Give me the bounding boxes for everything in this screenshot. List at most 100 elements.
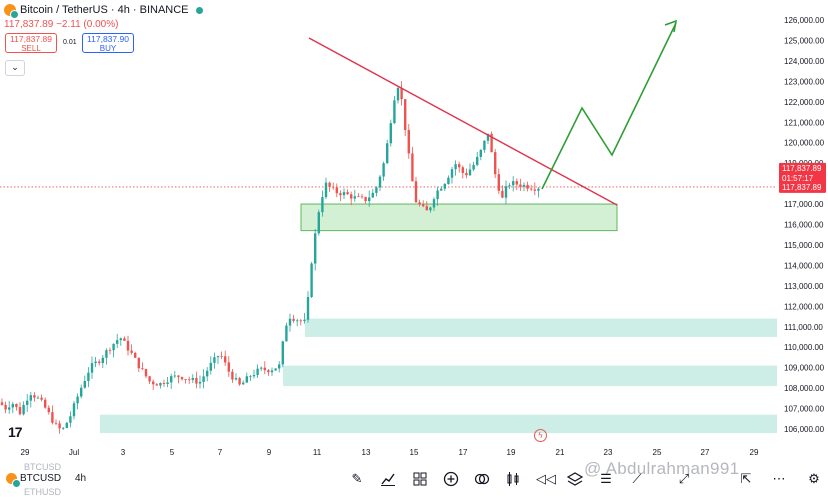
candle-body[interactable] xyxy=(389,123,392,144)
candles-icon[interactable] xyxy=(505,471,521,487)
candle-body[interactable] xyxy=(278,364,281,369)
candle-body[interactable] xyxy=(310,263,313,298)
candle-body[interactable] xyxy=(44,399,47,408)
candle-body[interactable] xyxy=(382,163,385,177)
candle-body[interactable] xyxy=(458,164,461,168)
candle-body[interactable] xyxy=(108,350,112,351)
candle-body[interactable] xyxy=(288,318,292,326)
candle-body[interactable] xyxy=(422,204,425,207)
candle-body[interactable] xyxy=(238,378,241,385)
candle-body[interactable] xyxy=(530,188,533,190)
candle-body[interactable] xyxy=(429,207,432,211)
candle-body[interactable] xyxy=(112,343,115,351)
candle-body[interactable] xyxy=(440,188,443,191)
candle-body[interactable] xyxy=(378,176,382,188)
more-icon[interactable]: ⋯ xyxy=(772,471,786,486)
candle-body[interactable] xyxy=(152,381,155,385)
rewind-icon[interactable]: ◁◁ xyxy=(536,471,556,486)
candle-body[interactable] xyxy=(15,403,18,408)
candle-body[interactable] xyxy=(260,367,263,369)
candle-body[interactable] xyxy=(195,378,198,384)
candle-body[interactable] xyxy=(314,233,317,264)
lightning-icon[interactable]: ϟ xyxy=(534,429,547,442)
candle-body[interactable] xyxy=(170,376,173,383)
candle-body[interactable] xyxy=(321,197,324,213)
candle-body[interactable] xyxy=(162,383,166,384)
candle-body[interactable] xyxy=(476,156,479,165)
candle-body[interactable] xyxy=(342,192,346,196)
candle-body[interactable] xyxy=(4,404,7,410)
candle-body[interactable] xyxy=(202,376,205,382)
candle-body[interactable] xyxy=(11,403,14,408)
candle-body[interactable] xyxy=(472,164,475,170)
candle-body[interactable] xyxy=(465,172,468,176)
projection-path[interactable] xyxy=(541,22,677,190)
candle-body[interactable] xyxy=(83,380,86,388)
candle-body[interactable] xyxy=(436,190,439,200)
candle-body[interactable] xyxy=(76,396,79,404)
candle-body[interactable] xyxy=(65,422,68,428)
candle-body[interactable] xyxy=(220,356,223,357)
candle-body[interactable] xyxy=(141,368,144,370)
candle-body[interactable] xyxy=(8,407,11,410)
candle-body[interactable] xyxy=(454,164,457,170)
candle-body[interactable] xyxy=(69,416,72,423)
candle-body[interactable] xyxy=(252,375,256,377)
candle-body[interactable] xyxy=(47,407,50,413)
candle-body[interactable] xyxy=(231,371,234,380)
candle-body[interactable] xyxy=(404,99,407,131)
candle-body[interactable] xyxy=(206,370,209,377)
candle-body[interactable] xyxy=(177,375,180,378)
candle-body[interactable] xyxy=(116,340,119,344)
candle-body[interactable] xyxy=(33,395,36,398)
candle-body[interactable] xyxy=(515,181,518,185)
candle-body[interactable] xyxy=(324,182,328,198)
candle-body[interactable] xyxy=(274,368,277,371)
candle-body[interactable] xyxy=(245,376,248,383)
candle-body[interactable] xyxy=(285,325,288,342)
candle-body[interactable] xyxy=(414,181,418,203)
candle-body[interactable] xyxy=(468,169,472,176)
layouts-icon[interactable] xyxy=(412,471,428,487)
price-chart[interactable]: 126,000.00 125,000.00 124,000.00 123,000.00… xyxy=(0,0,828,462)
candle-body[interactable] xyxy=(537,188,540,191)
candle-body[interactable] xyxy=(375,187,378,193)
chevron-down-icon[interactable]: ⌄ xyxy=(5,60,25,76)
candle-body[interactable] xyxy=(396,87,400,101)
candle-body[interactable] xyxy=(494,152,497,175)
candle-body[interactable] xyxy=(213,357,216,363)
candle-body[interactable] xyxy=(306,297,310,320)
candle-body[interactable] xyxy=(270,370,274,373)
candle-body[interactable] xyxy=(483,140,486,150)
candle-body[interactable] xyxy=(263,367,266,371)
candle-body[interactable] xyxy=(134,352,137,358)
candle-body[interactable] xyxy=(393,100,396,124)
candle-body[interactable] xyxy=(328,182,331,187)
candle-body[interactable] xyxy=(317,212,320,234)
draw-icon[interactable]: ⟋ xyxy=(632,471,642,486)
candle-body[interactable] xyxy=(137,357,140,369)
candle-body[interactable] xyxy=(486,133,490,141)
candle-body[interactable] xyxy=(371,192,374,198)
candle-body[interactable] xyxy=(87,372,90,381)
candle-body[interactable] xyxy=(425,206,428,211)
settings-icon[interactable]: ⚙ xyxy=(808,471,820,486)
candle-body[interactable] xyxy=(533,189,536,191)
candle-body[interactable] xyxy=(249,376,252,378)
candle-body[interactable] xyxy=(504,186,508,198)
candle-body[interactable] xyxy=(360,196,364,198)
candle-body[interactable] xyxy=(339,193,342,196)
candle-body[interactable] xyxy=(72,403,76,417)
support-box[interactable] xyxy=(300,203,618,232)
candle-body[interactable] xyxy=(80,387,83,397)
candle-body[interactable] xyxy=(461,167,464,173)
candle-body[interactable] xyxy=(447,177,450,184)
candle-body[interactable] xyxy=(148,376,151,382)
candle-body[interactable] xyxy=(267,370,270,373)
candle-body[interactable] xyxy=(508,185,511,187)
candle-body[interactable] xyxy=(184,379,187,381)
candle-body[interactable] xyxy=(40,397,43,400)
candle-body[interactable] xyxy=(166,382,169,384)
candle-body[interactable] xyxy=(497,174,500,191)
candle-body[interactable] xyxy=(450,169,454,178)
